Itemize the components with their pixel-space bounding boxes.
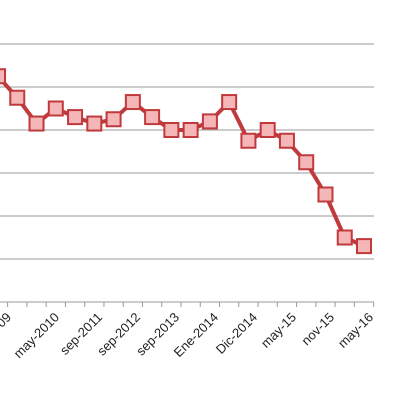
data-point-5 xyxy=(86,115,103,132)
x-axis-labels: 2009may-2010sep-2011sep-2012sep-2013Ene-… xyxy=(0,310,376,361)
data-point-19 xyxy=(356,238,372,255)
x-tick-label: 2009 xyxy=(0,310,14,341)
data-point-16 xyxy=(298,154,315,171)
data-point-18 xyxy=(336,229,353,246)
data-point-0 xyxy=(0,68,6,85)
data-point-7 xyxy=(124,94,141,111)
data-point-9 xyxy=(163,122,180,138)
x-tick-label: may-15 xyxy=(258,310,299,351)
data-point-12 xyxy=(221,94,238,111)
x-tick-label: may-16 xyxy=(335,310,376,351)
x-tick-label: may-2010 xyxy=(11,310,62,361)
data-point-14 xyxy=(259,122,276,138)
data-point-15 xyxy=(278,132,295,149)
data-point-10 xyxy=(182,122,199,138)
x-tick-label: Dic-2014 xyxy=(213,310,260,357)
x-axis-ticks xyxy=(7,302,375,307)
data-point-8 xyxy=(144,109,161,126)
data-point-17 xyxy=(317,186,334,203)
data-point-2 xyxy=(28,115,45,132)
data-point-1 xyxy=(9,89,26,106)
data-point-6 xyxy=(105,111,122,128)
x-tick-label: nov-15 xyxy=(298,310,337,349)
data-point-13 xyxy=(240,132,257,149)
data-point-3 xyxy=(47,100,64,117)
data-point-11 xyxy=(201,113,218,130)
data-point-4 xyxy=(67,109,84,126)
series-markers xyxy=(0,68,372,255)
gridlines xyxy=(0,43,374,260)
